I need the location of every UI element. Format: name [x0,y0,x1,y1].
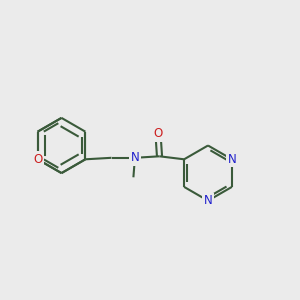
Text: O: O [33,153,42,166]
Text: O: O [153,127,163,140]
Text: N: N [130,151,139,164]
Text: N: N [204,194,212,207]
Text: N: N [227,153,236,166]
